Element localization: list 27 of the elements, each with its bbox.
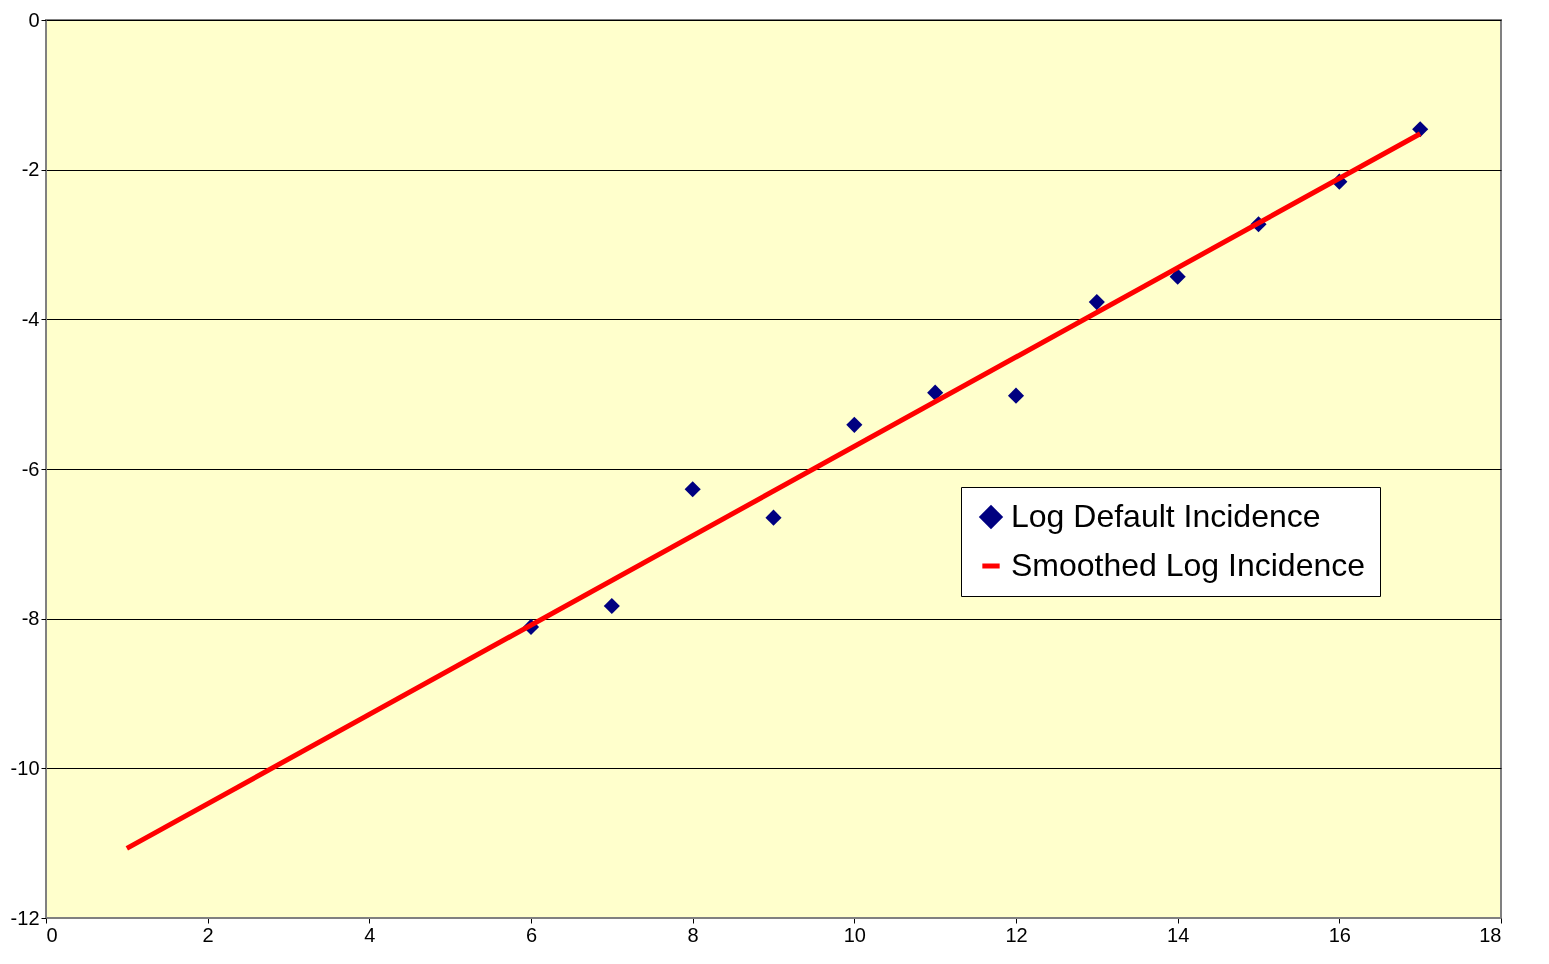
x-tick-label: 16 <box>1328 923 1351 946</box>
point <box>1007 387 1025 404</box>
y-tick-label: 0 <box>28 8 40 31</box>
y-tick-label: -8 <box>21 607 40 630</box>
y-tick-label: -4 <box>21 307 40 330</box>
point <box>1169 268 1186 285</box>
x-tick-label: 14 <box>1167 923 1190 946</box>
x-tick-label: 18 <box>1479 923 1502 946</box>
point <box>846 416 863 433</box>
y-tick-label: -6 <box>21 457 40 480</box>
legend-label: Log Default Incidence <box>1011 498 1321 534</box>
x-tick-label: 4 <box>364 923 376 946</box>
x-tick-label: 6 <box>525 923 538 946</box>
point <box>765 509 782 526</box>
y-tick-label: -2 <box>21 158 40 181</box>
y-tick-label: -12 <box>10 906 40 929</box>
legend-label: Smoothed Log Incidence <box>1011 547 1366 583</box>
x-tick-label: 8 <box>687 923 699 946</box>
x-tick-label: 2 <box>202 923 214 946</box>
point <box>927 384 944 401</box>
y-tick-label: -10 <box>10 756 40 779</box>
point <box>684 481 701 498</box>
point <box>603 597 620 615</box>
point <box>1088 294 1105 311</box>
x-tick-label: 10 <box>843 923 866 946</box>
x-tick-label: 0 <box>46 923 58 946</box>
x-tick-label: 12 <box>1005 923 1028 946</box>
